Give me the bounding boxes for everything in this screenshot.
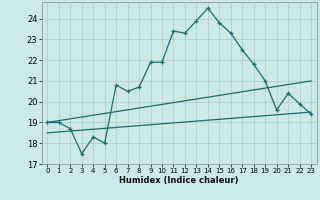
X-axis label: Humidex (Indice chaleur): Humidex (Indice chaleur) — [119, 176, 239, 185]
